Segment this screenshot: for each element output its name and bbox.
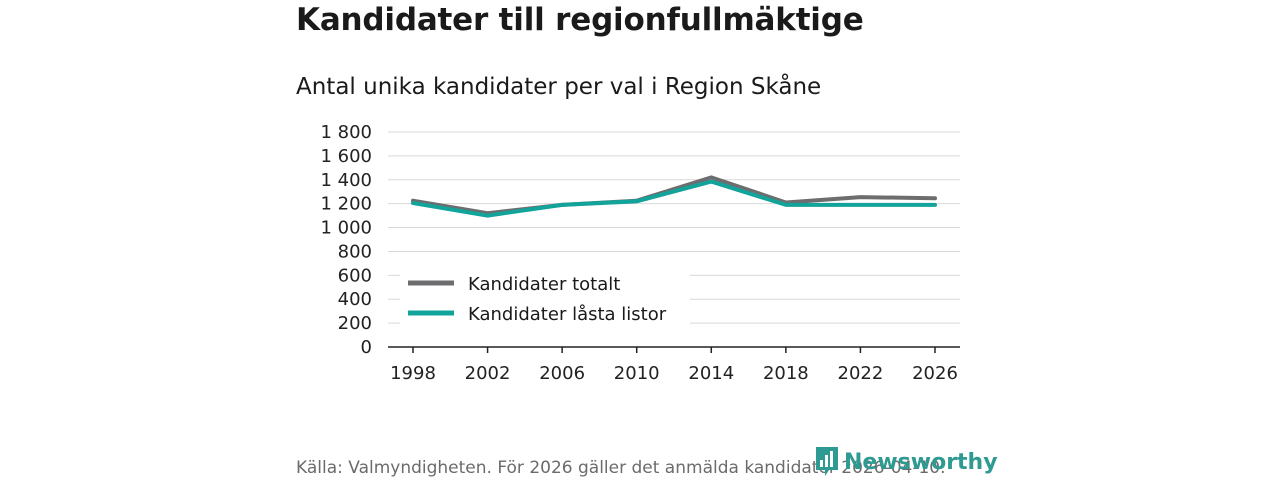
y-tick-label: 600 [338,265,372,286]
y-tick-label: 800 [338,241,372,262]
y-tick-label: 400 [338,289,372,310]
y-tick-label: 1 600 [320,146,372,167]
chart-title: Kandidater till regionfullmäktige [296,2,864,38]
y-tick-label: 200 [338,313,372,334]
x-tick-label: 1998 [390,363,436,384]
y-tick-label: 1 200 [320,194,372,215]
legend-label: Kandidater låsta listor [468,304,667,325]
x-tick-label: 2018 [763,363,809,384]
newsworthy-logo-icon [816,447,838,476]
brand-name: Newsworthy [844,449,998,475]
y-tick-label: 1 000 [320,218,372,239]
y-tick-label: 1 400 [320,170,372,191]
legend-background [400,266,690,328]
x-tick-label: 2002 [465,363,511,384]
x-tick-label: 2026 [912,363,958,384]
y-tick-label: 0 [361,337,372,358]
x-tick-label: 2010 [614,363,660,384]
source-note: Källa: Valmyndigheten. För 2026 gäller d… [296,458,946,478]
x-tick-label: 2014 [688,363,734,384]
x-tick-label: 2006 [539,363,585,384]
legend: Kandidater totalt Kandidater låsta listor [400,266,690,328]
x-axis: 1998 2002 2006 2010 2014 2018 2022 2026 [388,346,960,384]
series-lines [411,175,937,218]
chart-subtitle: Antal unika kandidater per val i Region … [296,74,822,100]
series-line-1 [411,179,937,218]
series-line-0 [411,175,937,216]
y-tick-label: 1 800 [320,122,372,143]
newsworthy-logo: Newsworthy [814,446,998,478]
legend-label: Kandidater totalt [468,274,620,295]
x-tick-label: 2022 [838,363,884,384]
